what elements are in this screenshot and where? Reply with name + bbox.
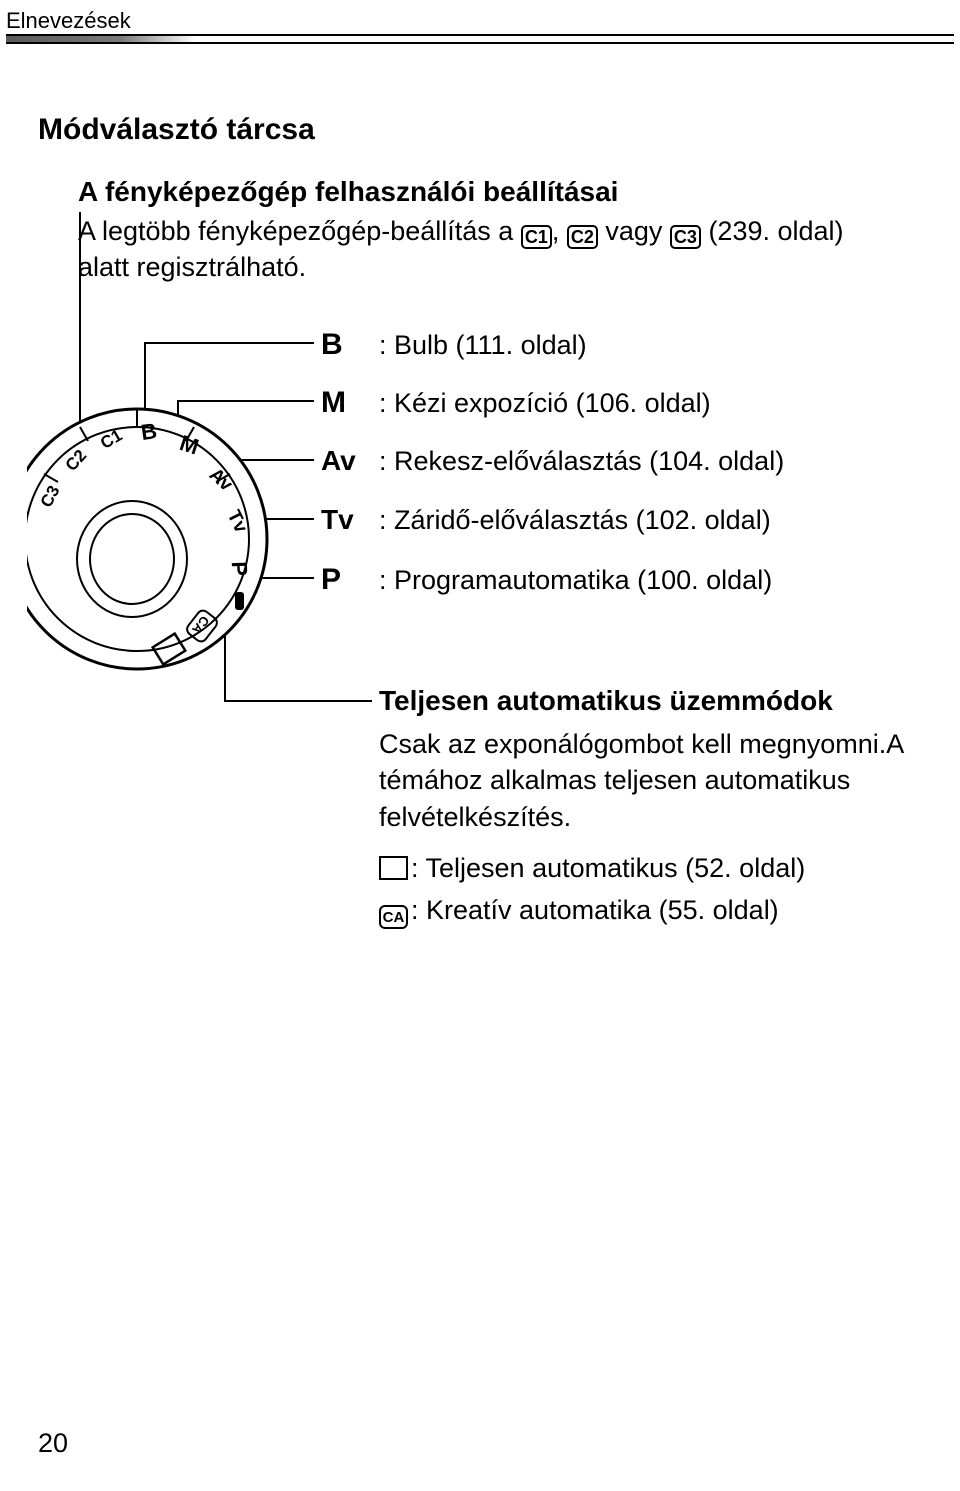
c1-icon: C1 <box>521 225 552 249</box>
mode-symbol-m: M <box>321 386 379 420</box>
mode-row-p: P : Programautomatika (100. oldal) <box>321 563 772 597</box>
mode-text-b: : Bulb (111. oldal) <box>379 330 587 361</box>
mode-symbol-b: B <box>321 328 379 362</box>
para-seg-1: , <box>552 216 567 246</box>
auto-item-full-text: : Teljesen automatikus (52. oldal) <box>411 853 805 883</box>
rect-icon <box>379 856 408 880</box>
ca-icon: CA <box>379 905 408 929</box>
mode-text-tv: : Záridő-előválasztás (102. oldal) <box>379 505 771 536</box>
callout-m-h <box>177 400 314 402</box>
mode-symbol-tv: Tv <box>321 504 379 536</box>
page-number: 20 <box>38 1428 68 1459</box>
mode-row-av: Av : Rekesz-előválasztás (104. oldal) <box>321 445 784 477</box>
mode-symbol-p: P <box>321 563 379 597</box>
mode-row-b: B : Bulb (111. oldal) <box>321 328 587 362</box>
para-seg-0: A legtöbb fényképezőgép-beállítás a <box>78 216 521 246</box>
auto-item-full: : Teljesen automatikus (52. oldal) <box>379 848 805 890</box>
mode-row-m: M : Kézi expozíció (106. oldal) <box>321 386 711 420</box>
mode-dial: C3 C2 C1 B M Av Tv P CA <box>22 404 292 684</box>
auto-mode-body: Csak az exponálógombot kell megnyomni.A … <box>379 726 934 835</box>
mode-symbol-av: Av <box>321 445 379 477</box>
intro-paragraph: A legtöbb fényképezőgép-beállítás a C1, … <box>78 213 898 286</box>
callout-b-h <box>144 342 314 344</box>
para-seg-2: vagy <box>598 216 670 246</box>
sub-title: A fényképezőgép felhasználói beállításai <box>78 176 618 208</box>
mode-text-p: : Programautomatika (100. oldal) <box>379 565 772 596</box>
svg-text:P: P <box>227 561 252 577</box>
callout-auto-h <box>224 700 372 702</box>
dial-svg: C3 C2 C1 B M Av Tv P CA <box>22 404 292 684</box>
auto-item-ca: CA: Kreatív automatika (55. oldal) <box>379 890 805 932</box>
c3-icon: C3 <box>670 225 701 249</box>
section-title: Módválasztó tárcsa <box>38 113 315 147</box>
auto-mode-title: Teljesen automatikus üzemmódok <box>379 685 833 717</box>
auto-item-ca-text: : Kreatív automatika (55. oldal) <box>411 895 779 925</box>
mode-text-m: : Kézi expozíció (106. oldal) <box>379 388 711 419</box>
auto-mode-items: : Teljesen automatikus (52. oldal) CA: K… <box>379 848 805 932</box>
mode-text-av: : Rekesz-előválasztás (104. oldal) <box>379 446 784 477</box>
mode-row-tv: Tv : Záridő-előválasztás (102. oldal) <box>321 504 771 536</box>
header-rule <box>6 34 954 44</box>
header-label: Elnevezések <box>6 8 131 34</box>
c2-icon: C2 <box>567 225 598 249</box>
